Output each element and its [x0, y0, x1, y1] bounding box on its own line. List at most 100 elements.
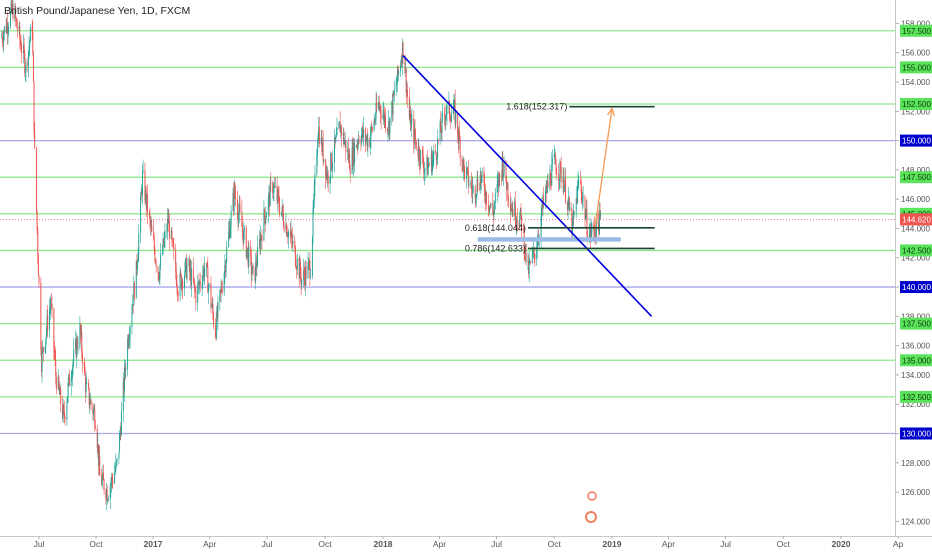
candle-body: [155, 260, 157, 262]
candle-body: [107, 500, 109, 502]
candle-body: [331, 167, 333, 170]
candle-body: [177, 294, 179, 296]
candle-body: [107, 499, 109, 501]
candle-body: [514, 201, 516, 223]
candle-body: [361, 128, 363, 135]
candle-body: [455, 112, 457, 124]
candle-body: [45, 330, 47, 338]
candle-body: [252, 266, 254, 274]
candle-body: [369, 139, 371, 147]
candle-body: [320, 136, 322, 144]
candle-body: [555, 154, 557, 165]
candle-body: [140, 192, 142, 196]
candle-body: [357, 139, 359, 145]
candle-body: [449, 116, 451, 120]
candle-body: [258, 238, 260, 247]
price-tick-label: 132.000: [901, 400, 930, 409]
candle-body: [330, 153, 332, 170]
candle-body: [282, 213, 284, 225]
candle-body: [313, 201, 315, 208]
candle-body: [105, 491, 107, 500]
candle-body: [215, 336, 217, 338]
candle-body: [274, 185, 276, 187]
candle-body: [111, 477, 113, 481]
candle-body: [116, 458, 118, 462]
level-badge-label: 132.500: [902, 393, 931, 402]
candle-body: [217, 301, 219, 319]
candle-body: [511, 208, 513, 212]
candle-body: [119, 434, 121, 453]
candle-body: [445, 114, 447, 117]
candle-body: [369, 137, 371, 147]
candle-body: [598, 211, 600, 235]
candle-body: [207, 266, 209, 293]
candle-body: [389, 117, 391, 134]
candle-body: [49, 306, 51, 310]
candle-body: [464, 166, 466, 179]
candle-body: [150, 219, 152, 227]
candle-body: [146, 193, 148, 213]
candle-body: [185, 258, 187, 263]
candle-body: [85, 383, 87, 393]
candle-body: [334, 137, 336, 142]
level-badge: [900, 317, 932, 330]
candle-body: [300, 275, 302, 285]
candle-body: [225, 261, 227, 272]
candle-body: [269, 183, 271, 206]
price-tick-label: 154.000: [901, 78, 930, 87]
candle-body: [410, 110, 412, 131]
candle-body: [62, 404, 64, 419]
candle-body: [499, 173, 501, 176]
candle-body: [41, 350, 43, 372]
candle-body: [281, 206, 283, 213]
candle-body: [576, 185, 578, 204]
candle-body: [190, 268, 192, 286]
candle-body: [534, 253, 536, 260]
candle-body: [374, 120, 376, 122]
price-axis[interactable]: 124.000 126.000 128.000 130.000 132.000 134.0…: [895, 0, 932, 536]
candle-body: [265, 213, 267, 218]
candle-body: [145, 189, 147, 201]
candle-body: [310, 275, 312, 278]
candle-body: [84, 375, 86, 393]
candle-body: [33, 81, 35, 133]
candle-body: [24, 71, 26, 73]
candle-body: [164, 231, 166, 239]
time-axis[interactable]: Jul Oct 2017 Apr Jul Oct 2018 Apr Jul Oct 2019 Apr J…: [0, 536, 932, 550]
candle-body: [76, 339, 78, 358]
candle-body: [418, 147, 420, 158]
candle-body: [422, 149, 424, 156]
candle-body: [207, 286, 209, 293]
candle-body: [172, 240, 174, 248]
candle-body: [351, 148, 353, 174]
candle-body: [63, 411, 65, 417]
candle-body: [162, 238, 164, 252]
candle-body: [51, 304, 53, 309]
candle-body: [419, 161, 421, 166]
candle-body: [423, 170, 425, 174]
candle-body: [245, 227, 247, 257]
candle-body: [246, 249, 248, 257]
candle-body: [3, 33, 5, 44]
candle-body: [148, 212, 150, 215]
fib-label-0618: 0.618(144.044): [465, 223, 526, 233]
candle-body: [112, 480, 114, 484]
candle-body: [559, 161, 561, 179]
candle-body: [81, 352, 83, 364]
candle-body: [330, 153, 332, 177]
candle-body: [223, 272, 225, 292]
candle-body: [489, 205, 491, 207]
candle-body: [153, 231, 155, 240]
candle-body: [492, 203, 494, 214]
candle-body: [40, 282, 42, 351]
time-tick-label: Jul: [720, 539, 731, 549]
candle-body: [436, 158, 438, 160]
candle-body: [467, 168, 469, 186]
candle-body: [16, 19, 18, 27]
time-tick-label: 2019: [603, 539, 622, 549]
candle-body: [106, 489, 108, 501]
candle-body: [287, 231, 289, 238]
candle-body: [277, 190, 279, 201]
